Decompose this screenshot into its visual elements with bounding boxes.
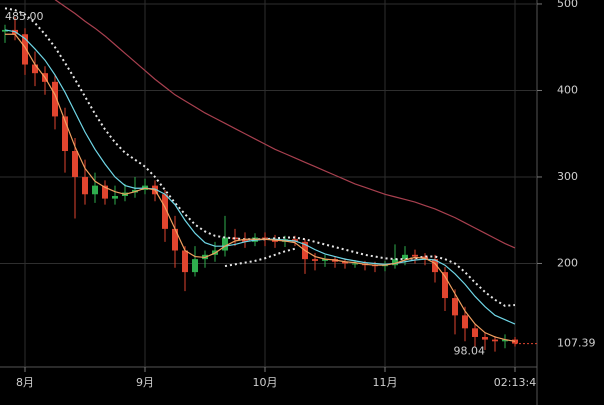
ma-line xyxy=(54,0,516,249)
candle-body xyxy=(172,228,178,251)
candle-body xyxy=(192,259,198,273)
candle-body xyxy=(352,263,358,265)
x-tick-label: 9月 xyxy=(136,376,154,389)
candle-body xyxy=(452,298,458,316)
candle-body xyxy=(342,261,348,264)
candle-body xyxy=(392,259,398,266)
candle-body xyxy=(502,339,508,342)
candle-body xyxy=(442,272,448,299)
y-tick-label: 400 xyxy=(557,83,578,96)
y-tick-label: 500 xyxy=(557,0,578,10)
high-marker-label: 485.00 xyxy=(5,10,44,23)
y-tick-label: 300 xyxy=(557,170,578,183)
candle-body xyxy=(222,237,228,251)
candle-body xyxy=(412,254,418,257)
candle-body xyxy=(472,328,478,337)
y-tick-label: 200 xyxy=(557,256,578,269)
candle-body xyxy=(482,336,488,340)
ma-line xyxy=(224,247,296,268)
candle-body xyxy=(32,64,38,74)
candle-body xyxy=(322,259,328,261)
candle-body xyxy=(432,259,438,273)
candle-body xyxy=(312,259,318,261)
candle-body xyxy=(92,185,98,195)
candle-body xyxy=(512,339,518,344)
candle-body xyxy=(22,34,28,65)
x-tick-label: 10月 xyxy=(253,376,278,389)
candle-body xyxy=(62,116,68,152)
low-marker-label: 98.04 xyxy=(454,345,486,358)
x-tick-label: 02:13:4 xyxy=(494,376,536,389)
candle-body xyxy=(102,185,108,199)
candle-body xyxy=(72,151,78,177)
last-price-label: 107.39 xyxy=(557,337,596,350)
candle-body xyxy=(162,194,168,229)
candle-body xyxy=(112,195,118,199)
x-tick-label: 11月 xyxy=(373,376,398,389)
ma-line xyxy=(5,33,516,342)
candle-body xyxy=(402,254,408,260)
candle-body xyxy=(52,81,58,117)
x-tick-label: 8月 xyxy=(16,376,34,389)
candle-body xyxy=(182,250,188,273)
candle-body xyxy=(2,29,8,32)
candle-body xyxy=(462,315,468,329)
candle-body xyxy=(82,176,88,195)
candle-body xyxy=(492,339,498,342)
candle-body xyxy=(242,239,248,242)
